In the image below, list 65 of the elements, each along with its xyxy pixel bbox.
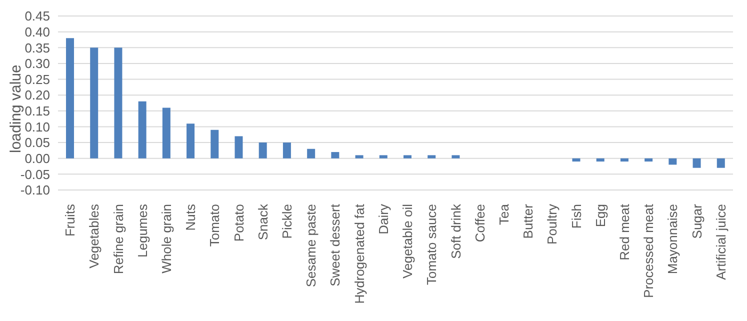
y-tick-label: 0.20: [24, 88, 50, 103]
x-tick-label: Sugar: [689, 203, 704, 239]
x-tick-label: Mayonnaise: [665, 204, 680, 274]
x-tick-label: Fruits: [62, 204, 78, 236]
bar: [692, 158, 701, 168]
bar: [162, 108, 170, 158]
y-tick-label: 0.35: [24, 40, 50, 56]
x-tick-label: Butter: [520, 203, 536, 239]
x-tick-label: Pickle: [280, 204, 295, 239]
bar: [210, 130, 219, 158]
x-tick-label: Red meat: [617, 204, 632, 260]
bar: [234, 136, 243, 158]
bar: [668, 158, 677, 165]
x-tick-label: Legumes: [134, 204, 150, 258]
y-tick-label: 0.40: [24, 24, 50, 40]
x-tick-label: Fish: [568, 204, 584, 229]
y-tick-label: 0.15: [24, 104, 50, 119]
bar: [379, 155, 388, 158]
x-tick-label: Tomato: [207, 204, 222, 247]
bar: [428, 155, 436, 158]
y-tick-label: 0.00: [24, 150, 50, 166]
y-tick-label: -0.10: [20, 182, 50, 198]
x-tick-label: Dairy: [376, 204, 391, 234]
bar: [90, 48, 98, 158]
x-tick-label: Tomato sauce: [424, 204, 440, 285]
x-tick-label: Poultry: [544, 204, 560, 244]
bar: [572, 158, 580, 162]
bar: [716, 158, 725, 168]
x-tick-label: Snack: [255, 204, 270, 240]
x-tick-label: Refine grain: [110, 204, 126, 274]
x-tick-label: Nuts: [183, 204, 198, 231]
x-tick-label: Processed meat: [641, 204, 656, 298]
x-tick-label: Whole grain: [158, 204, 174, 274]
bar: [355, 155, 364, 158]
y-tick-label: 0.25: [24, 72, 50, 87]
bar: [620, 158, 628, 162]
x-tick-label: Egg: [592, 204, 608, 228]
bar: [282, 142, 291, 158]
y-tick-label: 0.45: [24, 8, 50, 24]
x-tick-label: Vegetable oil: [400, 204, 416, 278]
y-axis-title: loading value: [7, 64, 24, 153]
bar: [404, 155, 412, 158]
bar: [644, 158, 653, 162]
x-tick-label: Potato: [231, 204, 246, 242]
y-tick-label: 0.10: [24, 119, 50, 134]
x-tick-label: Sweet dessert: [328, 204, 343, 286]
x-tick-label: Hydrogenated fat: [352, 204, 367, 304]
y-tick-label: 0.30: [24, 56, 50, 72]
y-tick-label: -0.05: [20, 166, 50, 182]
bar: [66, 38, 74, 158]
bar: [258, 142, 267, 158]
bar: [307, 148, 316, 158]
bar: [452, 155, 460, 158]
x-tick-label: Coffee: [472, 204, 488, 242]
x-tick-label: Tea: [496, 203, 512, 225]
x-tick-label: Soft drink: [448, 204, 464, 259]
bar: [138, 101, 146, 158]
bar: [186, 124, 195, 158]
x-tick-label: Artificial juice: [713, 204, 728, 280]
x-tick-label: Sesame paste: [304, 204, 319, 288]
x-tick-label: Vegetables: [86, 204, 102, 268]
bar: [331, 152, 340, 158]
bar: [596, 158, 604, 162]
y-tick-label: 0.05: [24, 135, 50, 150]
bar: [114, 48, 122, 158]
